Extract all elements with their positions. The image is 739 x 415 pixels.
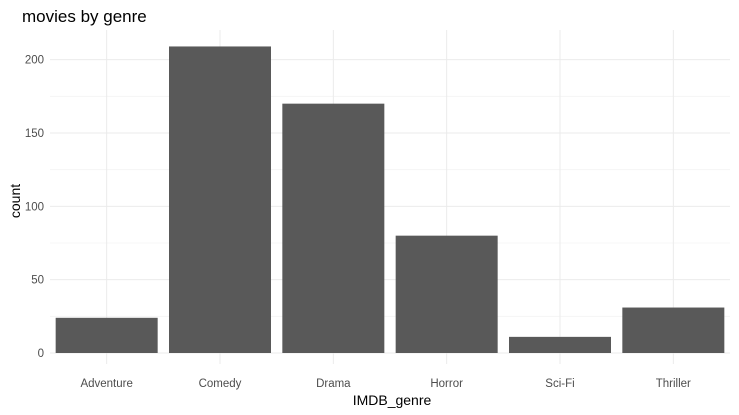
x-tick-label: Horror (430, 378, 463, 390)
x-tick-label: Thriller (656, 378, 691, 390)
x-tick-label: Sci-Fi (545, 378, 574, 390)
y-tick-label: 200 (25, 55, 44, 67)
y-tick-label: 150 (25, 128, 44, 140)
y-tick-label: 50 (31, 275, 44, 287)
bar-comedy (169, 46, 271, 353)
bar-sci-fi (509, 336, 611, 353)
y-tick-label: 0 (38, 348, 44, 360)
bar-adventure (55, 317, 158, 353)
x-tick-label: Comedy (199, 378, 242, 390)
x-tick-label: Adventure (80, 378, 132, 390)
bar-horror (395, 235, 498, 353)
y-axis-ticks: 0 50 100 150 200 (25, 55, 44, 360)
bar-drama (282, 103, 385, 353)
chart-title: movies by genre (22, 7, 147, 26)
x-axis-title: IMDB_genre (353, 392, 432, 408)
y-axis-title: count (7, 184, 23, 218)
x-tick-label: Drama (316, 378, 351, 390)
bar-thriller (622, 307, 725, 353)
bars (55, 46, 725, 353)
x-axis-ticks: Adventure Comedy Drama Horror Sci-Fi Thriller (80, 378, 691, 390)
y-tick-label: 100 (25, 201, 44, 213)
